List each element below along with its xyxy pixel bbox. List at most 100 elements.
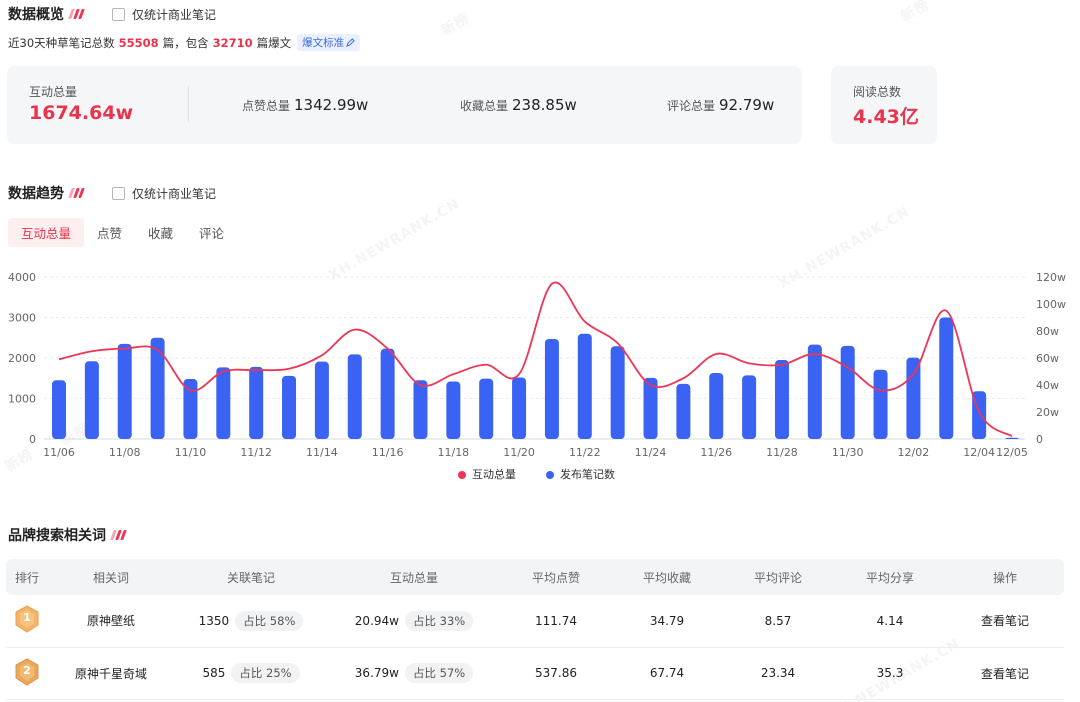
avg-share-cell: 4.14	[834, 595, 946, 648]
x-tick-label: 11/26	[700, 446, 732, 459]
y-tick-label: 4000	[8, 271, 36, 284]
trend-chart: 0 1000 2000 3000 4000 0 20w 40w 60w 80w 100w 120w 11…	[8, 271, 1066, 459]
summary-prefix: 近30天种草笔记总数	[8, 35, 115, 50]
checkbox-icon[interactable]	[112, 8, 125, 21]
legend-dot-icon	[458, 471, 466, 479]
keywords-title: 品牌搜索相关词	[8, 525, 127, 545]
bar	[939, 317, 954, 439]
likes-value: 1342.99w	[294, 96, 369, 114]
favorites-stat: 收藏总量 238.85w	[460, 96, 577, 114]
chart-legend: 互动总量 发布笔记数	[458, 466, 615, 482]
favorites-value: 238.85w	[512, 96, 577, 114]
explosive-standard-tag[interactable]: 爆文标准	[297, 34, 361, 51]
reads-stat: 阅读总数 4.43亿	[853, 83, 919, 129]
trend-commercial-filter[interactable]: 仅统计商业笔记	[112, 185, 216, 202]
header-avg-comment[interactable]: 平均评论	[753, 570, 802, 585]
notes-pct-badge: 占比 25%	[231, 663, 300, 683]
rank-cell: 1	[6, 595, 48, 648]
rank-cell: 2	[6, 647, 48, 700]
bar	[676, 383, 691, 439]
y2-tick-label: 100w	[1036, 298, 1066, 311]
bar	[610, 346, 625, 439]
slash-decoration-icon	[68, 9, 85, 19]
rank-number: 2	[23, 663, 31, 677]
bar	[577, 333, 592, 439]
avg-fav-cell: 34.79	[612, 595, 722, 648]
bar	[216, 367, 231, 439]
x-tick-label: 12/04	[963, 446, 995, 459]
x-tick-label: 11/06	[43, 446, 75, 459]
checkbox-label: 仅统计商业笔记	[132, 187, 217, 201]
standard-tag-label: 爆文标准	[302, 37, 345, 49]
interaction-value: 1674.64w	[29, 102, 134, 124]
avg-fav-cell: 67.74	[612, 647, 722, 700]
keywords-table: 排行 相关词 关联笔记 互动总量 平均点赞 平均收藏 平均评论 平均分享 操作 …	[6, 559, 1064, 700]
bar	[807, 344, 822, 439]
summary-mid: 篇，包含	[162, 35, 209, 50]
x-tick-label: 11/22	[569, 446, 601, 459]
avg-share-cell: 35.3	[834, 647, 946, 700]
overview-title-text: 数据概览	[8, 7, 64, 23]
likes-stat: 点赞总量 1342.99w	[242, 96, 368, 114]
trend-title-text: 数据趋势	[8, 186, 64, 202]
checkbox-label: 仅统计商业笔记	[132, 8, 217, 22]
tab-favorites[interactable]: 收藏	[148, 226, 174, 241]
y2-tick-label: 60w	[1036, 352, 1059, 365]
overview-commercial-filter[interactable]: 仅统计商业笔记	[112, 6, 216, 23]
x-tick-label: 11/30	[832, 446, 864, 459]
bar	[249, 366, 264, 439]
header-avg-fav[interactable]: 平均收藏	[642, 570, 691, 585]
likes-label: 点赞总量	[242, 99, 291, 113]
bar	[84, 361, 99, 439]
comments-label: 评论总量	[667, 99, 716, 113]
bar	[512, 377, 527, 439]
header-word: 相关词	[92, 570, 129, 585]
x-tick-label: 11/18	[437, 446, 469, 459]
bar	[52, 380, 66, 439]
legend-item-interaction[interactable]: 互动总量	[458, 466, 516, 482]
view-notes-link[interactable]: 查看笔记	[946, 647, 1064, 700]
tab-interaction[interactable]: 互动总量	[8, 218, 85, 247]
tab-comments[interactable]: 评论	[199, 226, 225, 241]
word-cell: 原神壁纸	[48, 595, 174, 648]
legend-label: 互动总量	[472, 468, 516, 481]
table-row: 2 原神千星奇域 585 占比 25% 36.79w 占比 57% 537.86 6…	[6, 647, 1064, 700]
header-interaction[interactable]: 互动总量	[389, 570, 438, 585]
view-notes-link[interactable]: 查看笔记	[946, 595, 1064, 648]
watermark: 新榜	[437, 8, 473, 40]
table-row: 1 原神壁纸 1350 占比 58% 20.94w 占比 33% 111.74 34…	[6, 595, 1064, 648]
trend-title: 数据趋势	[8, 183, 85, 203]
bar	[906, 357, 921, 439]
legend-dot-icon	[546, 471, 554, 479]
total-notes: 55508	[118, 35, 159, 50]
interaction-pct-badge: 占比 33%	[404, 610, 474, 631]
header-notes[interactable]: 关联笔记	[226, 570, 275, 585]
bar	[873, 369, 888, 439]
x-tick-label: 11/14	[306, 446, 338, 459]
header-avg-share[interactable]: 平均分享	[865, 570, 914, 585]
legend-item-notes[interactable]: 发布笔记数	[546, 466, 615, 482]
y2-tick-label: 80w	[1036, 325, 1059, 338]
notes-cell: 585 占比 25%	[174, 647, 328, 700]
overview-summary: 近30天种草笔记总数 55508 篇，包含 32710 篇爆文 爆文标准	[8, 34, 361, 51]
notes-value: 1350	[198, 613, 230, 628]
tab-likes[interactable]: 点赞	[97, 226, 123, 241]
legend-label: 发布笔记数	[560, 468, 615, 481]
slash-decoration-icon	[110, 530, 127, 540]
header-avg-like[interactable]: 平均点赞	[531, 570, 580, 585]
bar	[446, 381, 461, 439]
checkbox-icon[interactable]	[112, 187, 125, 200]
keywords-title-text: 品牌搜索相关词	[8, 528, 106, 544]
rank-medal-icon: 1	[14, 605, 40, 633]
x-tick-label: 11/20	[503, 446, 535, 459]
bar	[1005, 437, 1019, 439]
notes-cell: 1350 占比 58%	[174, 595, 328, 648]
interaction-pct-badge: 占比 57%	[404, 663, 474, 683]
bar	[643, 377, 658, 439]
bar	[742, 375, 757, 439]
avg-like-cell: 111.74	[500, 595, 612, 648]
bar	[380, 348, 395, 439]
interaction-value: 36.79w	[354, 666, 399, 680]
stats-panel: 互动总量 1674.64w 点赞总量 1342.99w 收藏总量 238.85w…	[7, 66, 802, 144]
rank-number: 1	[23, 611, 31, 625]
